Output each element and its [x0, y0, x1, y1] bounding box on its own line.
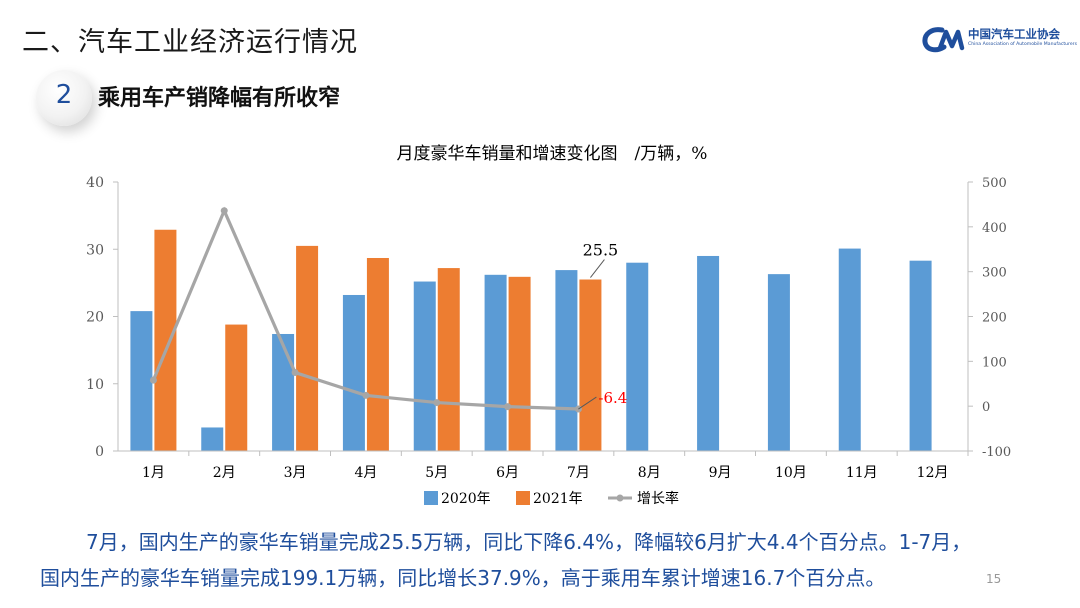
x-tick-label: 4月 [354, 465, 377, 481]
logo-english: China Association of Automobile Manufact… [968, 42, 1077, 47]
annotation-growth-jul: -6.4 [598, 389, 627, 407]
legend-label-0: 2020年 [441, 491, 491, 507]
y2-tick-label: 0 [982, 400, 990, 415]
bar-2020-1 [130, 311, 153, 451]
growth-rate-point-5 [433, 399, 441, 407]
section-title: 乘用车产销降幅有所收窄 [98, 86, 341, 111]
y2-tick-label: -100 [982, 445, 1011, 460]
bar-2021-2 [225, 324, 248, 451]
x-tick-label: 9月 [709, 465, 732, 481]
x-tick-label: 2月 [213, 465, 236, 481]
x-tick-label: 3月 [284, 465, 307, 481]
legend-label-1: 2021年 [533, 491, 583, 507]
x-tick-label: 12月 [917, 465, 949, 481]
x-tick-label: 11月 [846, 465, 878, 481]
growth-rate-point-3 [291, 369, 299, 377]
slide-title: 二、汽车工业经济运行情况 [22, 27, 358, 58]
caption-line-2: 国内生产的豪华车销量完成199.1万辆，同比增长37.9%，高于乘用车累计增速1… [40, 566, 886, 590]
y-tick-label: 30 [86, 242, 104, 258]
y-tick-label: 20 [86, 310, 104, 326]
y2-tick-label: 400 [982, 221, 1007, 236]
bar-2020-7 [555, 270, 578, 451]
x-tick-label: 5月 [425, 465, 448, 481]
y2-tick-label: 200 [982, 311, 1007, 326]
bar-2021-1 [154, 229, 177, 451]
bar-2020-12 [909, 260, 932, 451]
annotation-leader-2021 [590, 259, 605, 278]
bar-2020-5 [413, 281, 436, 451]
bar-2020-4 [342, 294, 365, 451]
annotation-leader-growth [578, 396, 597, 410]
bar-2020-11 [838, 248, 861, 451]
bar-2020-8 [626, 262, 649, 451]
x-tick-label: 6月 [496, 465, 519, 481]
y-tick-label: 10 [86, 377, 104, 393]
growth-rate-point-2 [220, 207, 228, 215]
y-tick-label: 0 [95, 444, 104, 460]
y2-tick-label: 300 [982, 266, 1007, 281]
y-tick-label: 40 [86, 175, 104, 191]
bar-2020-3 [272, 333, 295, 451]
bar-2021-7 [579, 279, 602, 451]
section-number: 2 [55, 80, 73, 110]
x-tick-label: 8月 [638, 465, 661, 481]
growth-rate-point-4 [362, 391, 370, 399]
page-number: 15 [986, 572, 1002, 586]
chart-title: 月度豪华车销量和增速变化图 /万辆，% [397, 143, 708, 164]
growth-rate-point-6 [504, 403, 512, 411]
legend-swatch-1 [516, 491, 530, 505]
y2-tick-label: 500 [982, 176, 1007, 191]
legend-swatch-0 [424, 491, 438, 505]
section-number-badge: 2 [36, 70, 92, 126]
bar-2020-2 [201, 427, 224, 451]
caption-line-1: 7月，国内生产的豪华车销量完成25.5万辆，同比下降6.4%，降幅较6月扩大4.… [86, 530, 972, 554]
x-tick-label: 10月 [775, 465, 807, 481]
logo: 中国汽车工业协会 China Association of Automobile… [922, 24, 1077, 56]
legend-label-2: 增长率 [637, 490, 679, 507]
bar-2020-10 [767, 274, 790, 451]
logo-name: 中国汽车工业协会 [968, 27, 1060, 41]
growth-rate-point-1 [149, 376, 157, 384]
bar-2021-4 [366, 257, 389, 451]
bar-2021-6 [508, 276, 531, 451]
chart: 月度豪华车销量和增速变化图 /万辆，% 0 10 20 30 40 -100 0 100 200… [86, 143, 1011, 507]
legend-marker-2 [616, 494, 624, 502]
x-tick-label: 7月 [567, 465, 590, 481]
legend: 2020年 2021年 增长率 [424, 490, 679, 507]
bar-2020-9 [697, 255, 720, 451]
bar-2020-6 [484, 274, 507, 451]
bar-2021-5 [437, 268, 460, 451]
x-tick-label: 1月 [142, 465, 165, 481]
y2-tick-label: 100 [982, 355, 1007, 370]
cam-logo-icon [922, 27, 965, 53]
annotation-2021-jul: 25.5 [583, 241, 619, 260]
bar-2021-3 [296, 245, 319, 451]
